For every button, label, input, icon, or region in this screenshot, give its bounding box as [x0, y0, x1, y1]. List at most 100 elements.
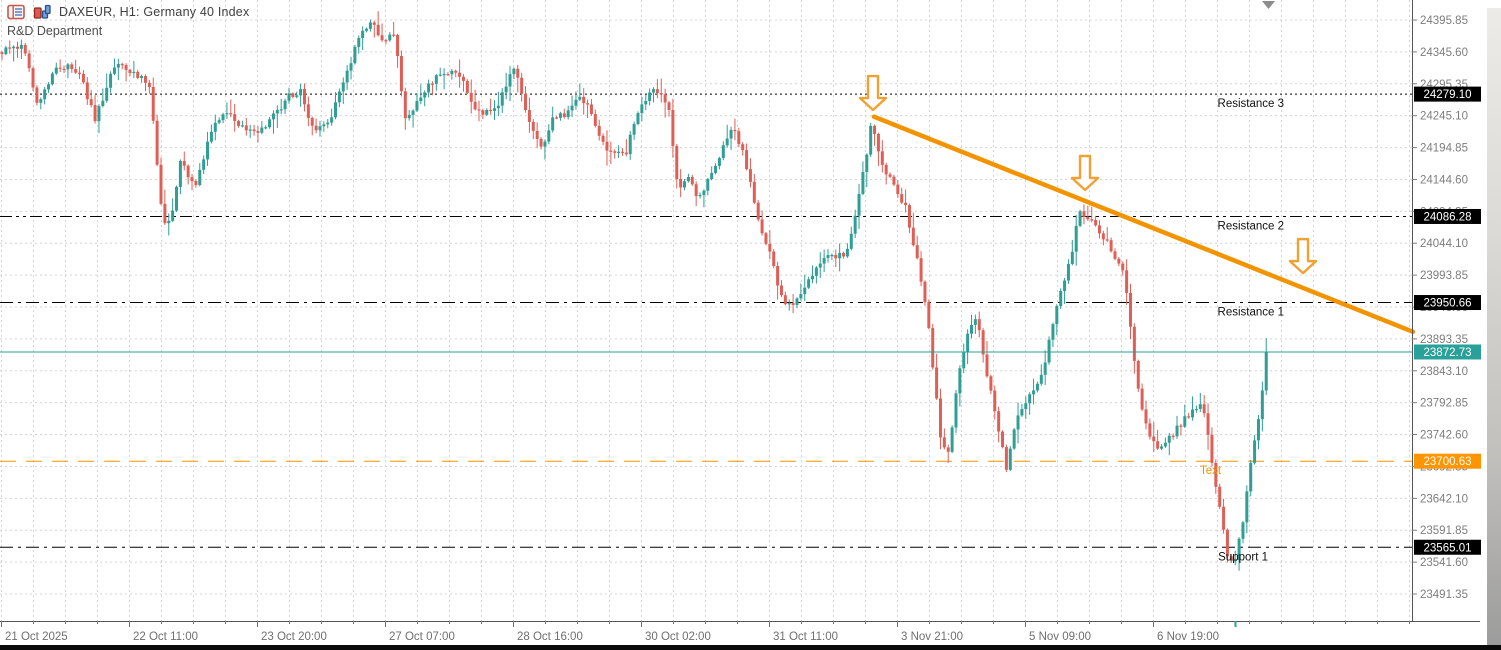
bar-chart-icon[interactable]	[33, 4, 52, 20]
candle	[454, 70, 458, 73]
candle	[667, 102, 671, 111]
candle	[66, 64, 70, 70]
candle	[892, 176, 896, 185]
candle	[489, 109, 493, 112]
candle	[694, 184, 698, 197]
candle	[376, 24, 380, 36]
candle	[1074, 225, 1078, 252]
candle	[558, 113, 562, 118]
candle	[535, 130, 539, 139]
candle	[50, 73, 54, 85]
price-tick-label: 23893.35	[1420, 334, 1468, 346]
candle	[686, 176, 690, 182]
candle	[264, 127, 268, 129]
watermark-text: R&D Department	[7, 24, 103, 38]
candle	[70, 64, 74, 70]
candle	[159, 164, 163, 204]
down-arrow-icon[interactable]	[1288, 237, 1318, 275]
candle	[318, 126, 322, 131]
candle	[508, 74, 512, 87]
candle	[1063, 280, 1067, 291]
candle	[1043, 362, 1047, 375]
candle	[1051, 324, 1055, 340]
candle	[605, 141, 609, 151]
candle	[690, 176, 694, 185]
candle	[942, 437, 946, 448]
candle	[1152, 436, 1156, 442]
candle	[1175, 425, 1179, 437]
candle	[330, 117, 334, 123]
candle	[970, 324, 973, 334]
candle	[799, 294, 803, 299]
candle	[384, 40, 388, 42]
candle	[845, 248, 849, 257]
candle	[334, 102, 338, 118]
down-arrow-icon[interactable]	[858, 74, 888, 112]
candle	[353, 46, 357, 64]
candle	[973, 319, 977, 325]
candle	[524, 93, 528, 110]
candle	[1140, 388, 1144, 410]
candle	[830, 254, 834, 257]
time-label: 27 Oct 07:00	[389, 631, 455, 643]
time-label: 28 Oct 16:00	[517, 631, 583, 643]
candle	[624, 152, 628, 155]
candle	[865, 154, 869, 172]
candle	[47, 84, 51, 90]
candle	[1012, 429, 1016, 449]
candle	[822, 257, 826, 264]
candle	[1191, 409, 1195, 418]
candle	[396, 35, 400, 57]
candle	[966, 333, 970, 352]
price-badge-value: 23872.73	[1424, 347, 1472, 359]
candle	[1253, 440, 1257, 463]
candle	[78, 72, 82, 74]
candle	[958, 368, 962, 394]
candle	[795, 298, 799, 305]
candle	[415, 101, 419, 111]
candle	[551, 117, 555, 131]
candle	[221, 114, 225, 121]
time-label: 3 Nov 21:00	[901, 631, 963, 643]
descending-trendline[interactable]	[871, 114, 1416, 335]
candle	[826, 255, 830, 258]
candle	[1260, 390, 1264, 420]
candle	[593, 114, 597, 126]
candle	[206, 141, 210, 160]
candle	[1233, 560, 1237, 562]
candle	[531, 121, 535, 131]
candle	[938, 398, 942, 438]
candle	[322, 124, 326, 127]
candle	[283, 100, 287, 110]
price-tick-label: 23591.85	[1420, 525, 1468, 537]
candle	[85, 82, 89, 100]
candle	[256, 131, 260, 133]
candle	[4, 47, 8, 55]
candle	[194, 180, 198, 186]
candle	[399, 56, 403, 92]
candle	[1016, 415, 1020, 430]
candle	[182, 160, 186, 166]
candle	[8, 47, 12, 49]
candle	[1059, 290, 1063, 307]
candle	[842, 252, 846, 257]
candle	[1245, 491, 1249, 523]
candle	[814, 267, 818, 276]
candle	[365, 28, 369, 31]
price-tick-label: 24245.10	[1420, 111, 1468, 123]
data-window-icon[interactable]	[7, 4, 26, 20]
side-panel-edge	[1487, 8, 1501, 645]
candle	[543, 141, 547, 147]
candle	[1210, 434, 1214, 463]
candle	[849, 233, 853, 249]
candle	[1264, 351, 1268, 391]
candle	[1094, 220, 1098, 226]
down-arrow-icon[interactable]	[1070, 154, 1100, 192]
chart-shift-marker-icon[interactable]	[1262, 1, 1275, 9]
candle	[430, 83, 434, 85]
candle	[112, 67, 116, 74]
candle	[807, 279, 811, 288]
candle	[105, 87, 109, 101]
candle	[163, 203, 167, 224]
